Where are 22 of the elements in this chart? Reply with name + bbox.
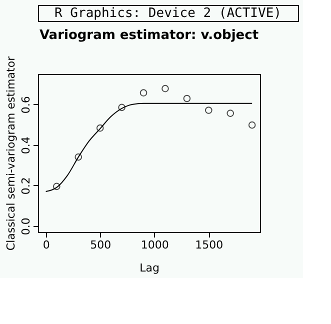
point <box>183 94 191 102</box>
point <box>96 124 104 132</box>
x-tick-label: 1500 <box>195 238 224 252</box>
point <box>204 106 212 114</box>
x-axis-title: Lag <box>140 262 160 274</box>
y-tick-label: 0.2 <box>20 177 32 195</box>
point <box>140 89 148 96</box>
x-tick-label: 500 <box>90 238 112 252</box>
y-tick-label: 0.4 <box>20 136 32 154</box>
y-tick-label: 0.6 <box>20 96 32 114</box>
x-tick-label: 1000 <box>140 238 169 252</box>
point <box>118 104 126 112</box>
text: R Graphics: Device 2 (ACTIVE) <box>54 6 282 21</box>
point <box>248 121 256 129</box>
point <box>226 110 234 117</box>
point <box>53 182 60 190</box>
y-axis-title: Classical semi-variogram estimator <box>4 56 18 251</box>
point <box>74 153 82 161</box>
x-tick-label: 0 <box>42 238 50 252</box>
chart-title: Variogram estimator: v.object <box>39 28 259 43</box>
y-tick-label: 0.0 <box>20 218 32 236</box>
point <box>162 84 169 92</box>
